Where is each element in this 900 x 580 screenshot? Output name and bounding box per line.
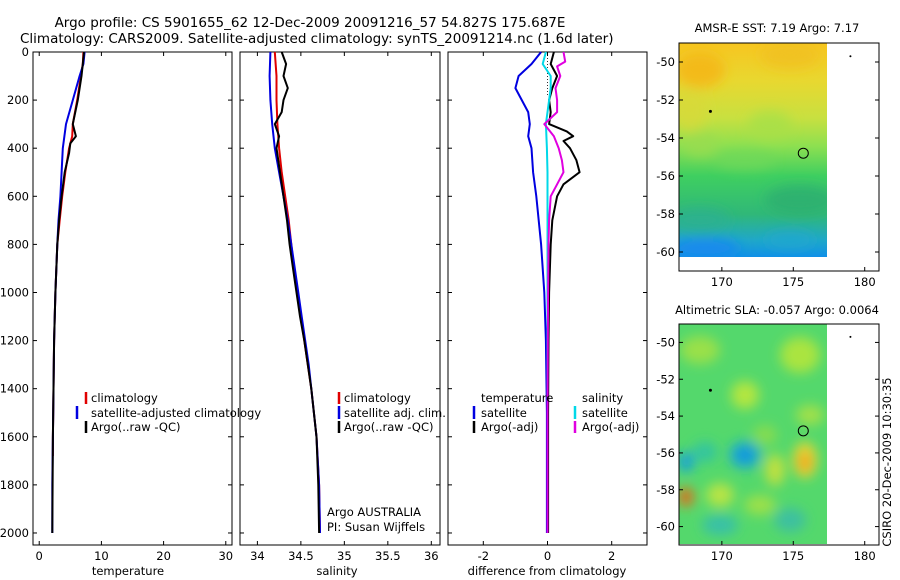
salinity-legend: climatology satellite adj. clim. Argo(..… <box>337 391 446 434</box>
difference-xlabel: difference from climatology <box>468 564 627 578</box>
xtick-label: 34 <box>250 549 265 563</box>
map-xtick-label: 170 <box>711 275 733 289</box>
map-ytick-label: -50 <box>656 335 675 349</box>
map-ytick-label: -58 <box>656 207 675 221</box>
figure-title-line-2: Climatology: CARS2009. Satellite-adjuste… <box>20 31 614 47</box>
temperature-axes-frame <box>32 51 233 546</box>
sst-map-frame <box>678 42 880 272</box>
legend-label-temp-argo: Argo(-adj) <box>481 420 538 434</box>
map-xtick-label: 170 <box>711 549 733 563</box>
xtick-label: 36 <box>424 549 439 563</box>
map-ytick-label: -60 <box>656 245 675 259</box>
xtick-label: 20 <box>156 549 171 563</box>
series-line-temperature-satellite <box>514 51 548 533</box>
xtick-label: 30 <box>218 549 233 563</box>
ytick-label: 1400 <box>0 382 29 396</box>
map-xtick-label: 180 <box>854 275 876 289</box>
legend-label-satellite-adj: satellite adj. clim. <box>344 406 446 420</box>
legend-label-climatology: climatology <box>344 391 411 405</box>
salinity-xlabel: salinity <box>316 564 357 578</box>
sla-map-panel: Altimetric SLA: -0.057 Argo: 0.0064 <box>656 303 880 563</box>
legend-label-sal-argo: Argo(-adj) <box>582 420 639 434</box>
sla-map-axes: 170 175 180 -50 -52 -54 -56 -58 -60 <box>656 335 879 563</box>
ytick-label: 800 <box>7 237 29 251</box>
legend-header-temperature: temperature <box>481 391 553 405</box>
figure-title-line-1: Argo profile: CS 5901655_62 12-Dec-2009 … <box>54 15 566 31</box>
legend-label-temp-satellite: satellite <box>481 406 527 420</box>
temperature-plot: 0 200 400 600 800 1000 1200 1400 1600 1800 2000 0 10… <box>0 45 233 563</box>
argo-position-marker <box>797 147 809 159</box>
sla-map-frame <box>678 323 880 546</box>
argo-australia-annotation: Argo AUSTRALIA <box>327 505 421 519</box>
legend-label-sal-satellite: satellite <box>582 406 628 420</box>
map-xtick-label: 175 <box>782 275 804 289</box>
ytick-label: 1000 <box>0 285 29 299</box>
ytick-label: 200 <box>7 93 29 107</box>
map-ytick-label: -54 <box>656 131 675 145</box>
xtick-label: 0 <box>544 549 551 563</box>
pi-annotation: PI: Susan Wijffels <box>327 520 425 534</box>
map-xtick-label: 175 <box>782 549 804 563</box>
ytick-label: 1600 <box>0 430 29 444</box>
sst-heatmap <box>679 43 827 257</box>
reference-dot <box>708 109 712 113</box>
ytick-label: 600 <box>7 189 29 203</box>
xtick-label: 10 <box>94 549 109 563</box>
ytick-label: 1200 <box>0 334 29 348</box>
map-ytick-label: -60 <box>656 520 675 534</box>
map-ytick-label: -52 <box>656 372 675 386</box>
salinity-plot: 34 34.5 35 35.5 36 <box>240 51 440 563</box>
legend-label-argo-raw: Argo(..raw -QC) <box>344 420 434 434</box>
xtick-label: 0 <box>36 549 43 563</box>
series-line-argo-raw-qc- <box>51 51 85 534</box>
sst-map-axes: 170 175 180 -50 -52 -54 -56 -58 -60 <box>656 55 879 289</box>
salinity-panel: 34 34.5 35 35.5 36 salinity climatology sate… <box>239 51 446 578</box>
sla-heatmap <box>679 324 827 544</box>
temperature-panel: 0 200 400 600 800 1000 1200 1400 1600 1800 2000 0 10… <box>0 45 261 578</box>
sst-map-title: AMSR-E SST: 7.19 Argo: 7.17 <box>695 21 860 35</box>
ytick-label: 0 <box>22 45 29 59</box>
xtick-label: -2 <box>478 549 489 563</box>
xtick-label: 34.5 <box>288 549 314 563</box>
xtick-label: 35.5 <box>375 549 401 563</box>
difference-legend: temperature salinity satellite Argo(-adj… <box>472 391 639 434</box>
map-ytick-label: -58 <box>656 483 675 497</box>
sla-map-title: Altimetric SLA: -0.057 Argo: 0.0064 <box>675 303 879 317</box>
sst-map-panel: AMSR-E SST: 7.19 Argo: 7.17 170 175 180 -50… <box>656 21 880 289</box>
map-ytick-label: -54 <box>656 409 675 423</box>
reference-dot <box>849 55 852 58</box>
xtick-label: 35 <box>337 549 352 563</box>
legend-header-salinity: salinity <box>582 391 623 405</box>
series-line-argo-raw-qc- <box>273 51 321 534</box>
legend-label-satellite-adjusted: satellite-adjusted climatology <box>91 406 261 420</box>
legend-label-argo-raw: Argo(..raw -QC) <box>91 420 181 434</box>
footer-timestamp: CSIRO 20-Dec-2009 10:30:35 <box>880 377 894 546</box>
series-line-temperature-argo-adj- <box>547 51 581 533</box>
reference-dot <box>708 388 712 392</box>
map-ytick-label: -56 <box>656 446 675 460</box>
difference-plot: -2 0 2 <box>448 51 647 563</box>
reference-dot <box>849 335 852 338</box>
argo-position-marker <box>797 425 809 437</box>
map-xtick-label: 180 <box>854 549 876 563</box>
ytick-label: 2000 <box>0 526 29 540</box>
difference-panel: -2 0 2 difference from climatology tempera… <box>447 51 648 578</box>
legend-label-climatology: climatology <box>91 391 158 405</box>
temperature-xlabel: temperature <box>92 564 164 578</box>
map-ytick-label: -56 <box>656 169 675 183</box>
ytick-label: 1800 <box>0 478 29 492</box>
ytick-label: 400 <box>7 141 29 155</box>
temperature-legend: climatology satellite-adjusted climatolo… <box>75 391 261 434</box>
series-line-salinity-argo-adj- <box>543 51 567 533</box>
salinity-axes-frame <box>239 51 441 546</box>
map-ytick-label: -50 <box>656 55 675 69</box>
series-line-satellite-adjusted-climatology <box>51 51 86 533</box>
xtick-label: 2 <box>608 549 615 563</box>
map-ytick-label: -52 <box>656 93 675 107</box>
